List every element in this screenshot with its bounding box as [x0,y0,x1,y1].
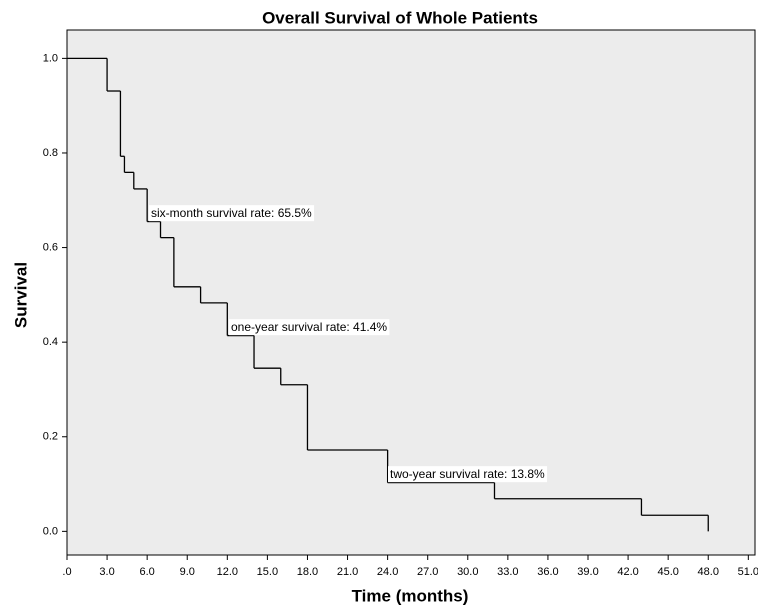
x-tick-label: 36.0 [537,566,558,578]
x-tick-label: 15.0 [257,566,278,578]
annotation-bg [229,319,390,336]
x-tick-label: 39.0 [577,566,598,578]
x-tick-label: 48.0 [698,566,719,578]
x-tick-label: 24.0 [377,566,398,578]
annotation-bg [388,466,548,483]
y-tick-label: 0.6 [43,241,58,253]
chart-title: Overall Survival of Whole Patients [262,8,538,27]
x-tick-label: 12.0 [217,566,238,578]
x-tick-label: 33.0 [497,566,518,578]
x-tick-label: .0 [62,566,71,578]
x-tick-label: 3.0 [99,566,114,578]
x-tick-label: 27.0 [417,566,438,578]
y-tick-label: 0.8 [43,147,58,159]
annotation-bg [149,205,315,222]
x-tick-label: 51.0 [738,566,758,578]
y-tick-label: 0.2 [43,431,58,443]
annotation: one-year survival rate: 41.4% [231,320,387,334]
y-tick-label: 0.0 [43,525,58,537]
x-tick-label: 6.0 [140,566,155,578]
x-tick-label: 9.0 [180,566,195,578]
x-tick-label: 21.0 [337,566,358,578]
y-axis-label: Survival [11,262,30,328]
x-tick-label: 45.0 [657,566,678,578]
y-tick-label: 0.4 [43,336,58,348]
annotation: six-month survival rate: 65.5% [151,206,312,220]
x-tick-label: 30.0 [457,566,478,578]
x-tick-label: 18.0 [297,566,318,578]
annotation: two-year survival rate: 13.8% [390,467,545,481]
x-axis-label: Time (months) [352,586,469,605]
y-tick-label: 1.0 [43,52,58,64]
x-tick-label: 42.0 [617,566,638,578]
